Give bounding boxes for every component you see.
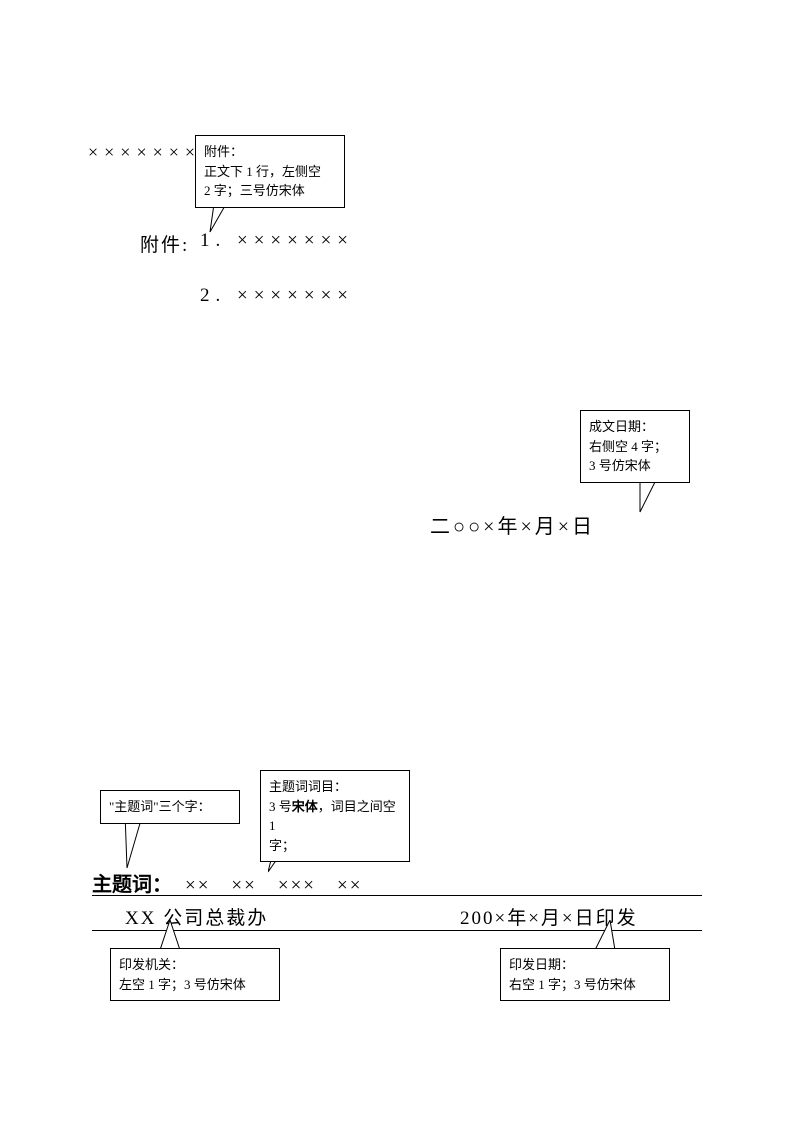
callout-office-line1: 印发机关：: [119, 955, 271, 975]
attachment-item-2: 2. ×××××××: [200, 285, 354, 307]
callout-office: 印发机关： 左空 1 字；3 号仿宋体: [110, 948, 280, 1001]
callout-office-line2: 左空 1 字；3 号仿宋体: [119, 975, 271, 995]
callout-subject-label-line1: "主题词"三个字：: [109, 797, 231, 817]
callout-subject-label: "主题词"三个字：: [100, 790, 240, 824]
callout-date-line3: 3 号仿宋体: [589, 456, 681, 476]
callout-attachment-line2: 正文下 1 行，左侧空: [204, 162, 336, 182]
callout-date-line2: 右侧空 4 字；: [589, 437, 681, 457]
attachment-label: 附件:: [140, 230, 189, 257]
callout-print-date: 印发日期： 右空 1 字；3 号仿宋体: [500, 948, 670, 1001]
callout-attachment-line1: 附件：: [204, 142, 336, 162]
callout-subject-words-line3: 字；: [269, 836, 401, 856]
divider-line-1: [92, 895, 702, 896]
document-date: 二○○×年×月×日: [430, 510, 595, 539]
callout-attachment: 附件： 正文下 1 行，左侧空 2 字；三号仿宋体: [195, 135, 345, 208]
callout-subject-words: 主题词词目： 3 号宋体，词目之间空 1 字；: [260, 770, 410, 862]
callout-subject-words-line1: 主题词词目：: [269, 777, 401, 797]
callout-print-date-line2: 右空 1 字；3 号仿宋体: [509, 975, 661, 995]
callout-subject-words-line2: 3 号宋体，词目之间空 1: [269, 797, 401, 836]
callout-attachment-line3: 2 字；三号仿宋体: [204, 181, 336, 201]
callout-date-line1: 成文日期：: [589, 417, 681, 437]
callout-print-date-line1: 印发日期：: [509, 955, 661, 975]
callout-date: 成文日期： 右侧空 4 字； 3 号仿宋体: [580, 410, 690, 483]
